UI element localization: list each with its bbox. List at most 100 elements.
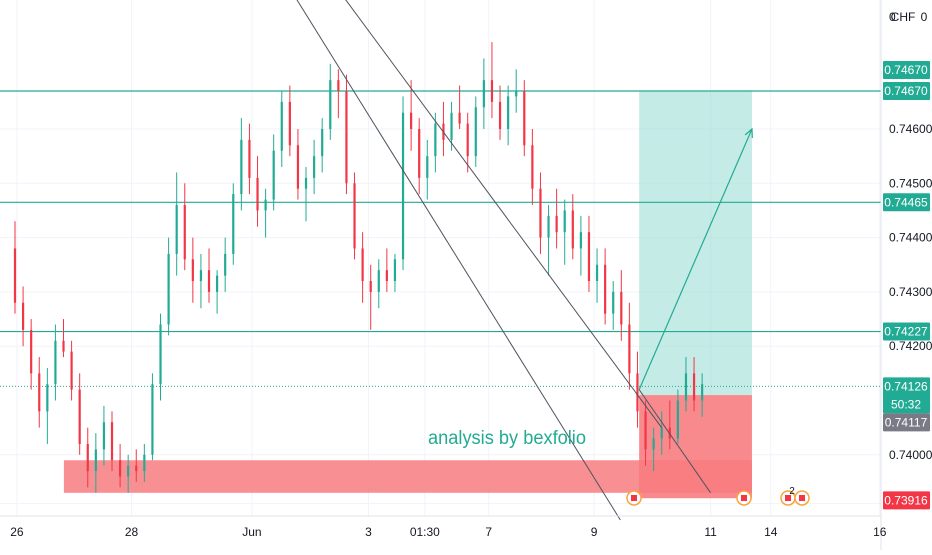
price-axis-tick-label: 0.74400 — [889, 231, 932, 245]
level-price-badge[interactable]: 0.74465 — [884, 195, 928, 209]
candle-body — [515, 90, 518, 97]
candle-body — [555, 215, 558, 233]
candle-body — [329, 80, 332, 129]
channel-lower-line[interactable] — [289, 0, 621, 521]
time-axis-tick-label: 28 — [125, 525, 139, 539]
candle-body — [595, 264, 599, 282]
candle-body — [240, 139, 243, 195]
candle-body — [490, 80, 494, 102]
candle-body — [256, 177, 259, 211]
candle-body — [232, 194, 235, 254]
last-price-badge[interactable]: 0.74126 — [884, 379, 928, 393]
time-axis[interactable]: 26 28 Jun 3 01:30 7 9 11 14 16 — [10, 525, 887, 539]
candle-body — [482, 80, 485, 108]
candle-body — [337, 80, 340, 91]
candle-body — [304, 177, 308, 189]
candle-body — [474, 107, 477, 157]
price-axis-tick-label: 0.74300 — [889, 285, 932, 299]
candle-body — [604, 264, 607, 314]
candle-body — [296, 145, 300, 189]
price-axis[interactable]: 0.74600 0.74500 0.74400 0.74300 0.74200 0.740… — [883, 60, 932, 510]
candle-body — [110, 422, 114, 461]
candle-body — [313, 156, 316, 178]
candle-body — [38, 373, 41, 412]
candle-body — [587, 232, 591, 282]
level-price-badge-background — [883, 81, 930, 100]
candle-body — [620, 291, 623, 325]
currency-label[interactable]: CHF — [891, 10, 916, 24]
last-price-badge-background — [883, 377, 930, 414]
drawings-layer: 2 — [289, 0, 810, 521]
event-marker-icon-flag — [631, 495, 637, 501]
candle-body — [579, 232, 582, 249]
time-axis-tick-label: 16 — [873, 525, 887, 539]
levels-layer — [0, 90, 881, 387]
axis-zero-label: 0 — [889, 10, 896, 24]
candle-body — [86, 443, 89, 472]
time-axis-tick-label: 14 — [764, 525, 778, 539]
candle-body — [466, 123, 469, 157]
candle-body — [143, 454, 146, 472]
candle-body — [183, 205, 186, 260]
bid-price-badge-background — [883, 413, 930, 432]
level-price-badge[interactable]: 0.74670 — [884, 84, 928, 98]
candle-body — [636, 373, 639, 412]
candle-body — [563, 210, 566, 233]
candle-body — [684, 373, 688, 401]
candles-layer — [13, 42, 704, 493]
candle-body — [345, 90, 348, 184]
time-axis-tick-label: 26 — [10, 525, 24, 539]
candle-body — [571, 210, 574, 249]
candle-body — [523, 90, 526, 146]
candle-body — [498, 101, 502, 129]
candle-body — [167, 253, 170, 325]
time-axis-tick-label: 9 — [591, 525, 598, 539]
candle-body — [175, 205, 178, 254]
candle-body — [353, 183, 356, 249]
time-axis-tick-label: 3 — [365, 525, 372, 539]
zones-layer — [63, 90, 752, 499]
candle-body — [676, 400, 679, 439]
candle-body — [94, 449, 97, 472]
candle-body — [102, 422, 106, 450]
candle-body — [434, 123, 437, 157]
currency-suffix: 0 — [921, 10, 928, 24]
level-price-badge[interactable]: 0.74227 — [884, 325, 928, 339]
demand-zone[interactable] — [63, 460, 752, 493]
candle-body — [547, 215, 550, 238]
target-price-badge-background — [883, 60, 930, 79]
channel-upper-line[interactable] — [301, 0, 663, 428]
candle-body — [159, 324, 162, 385]
time-axis-tick-label: 11 — [704, 525, 717, 539]
candle-body — [21, 302, 25, 330]
candle-body — [612, 291, 615, 314]
long-position-stop-zone[interactable] — [639, 395, 752, 499]
candle-body — [288, 101, 291, 146]
candle-body — [644, 411, 647, 450]
candle-body — [264, 199, 267, 211]
event-marker-icon-flag — [741, 495, 747, 501]
level-price-badge-background — [883, 193, 930, 212]
stop-price-badge-background — [883, 491, 930, 510]
position-close-line — [638, 389, 712, 494]
projection-arrow[interactable] — [638, 128, 753, 390]
candle-body — [248, 139, 251, 178]
candle-body — [207, 270, 211, 292]
candle-body — [191, 259, 194, 282]
time-axis-tick-label: 01:30 — [410, 525, 440, 539]
candle-body — [361, 248, 364, 282]
candle-body — [272, 150, 275, 200]
stop-price-badge[interactable]: 0.73916 — [884, 493, 928, 507]
candle-body — [216, 275, 219, 292]
candle-body — [458, 112, 461, 124]
target-price-badge[interactable]: 0.74670 — [884, 63, 928, 77]
candle-body — [13, 248, 17, 303]
candle-body — [280, 101, 283, 151]
long-position-profit-zone[interactable] — [639, 90, 752, 396]
projection-arrow-head — [744, 127, 753, 139]
candle-body — [199, 270, 203, 282]
candle-body — [46, 384, 49, 412]
bid-price-badge[interactable]: 0.74117 — [885, 415, 928, 429]
candle-body — [652, 438, 655, 450]
